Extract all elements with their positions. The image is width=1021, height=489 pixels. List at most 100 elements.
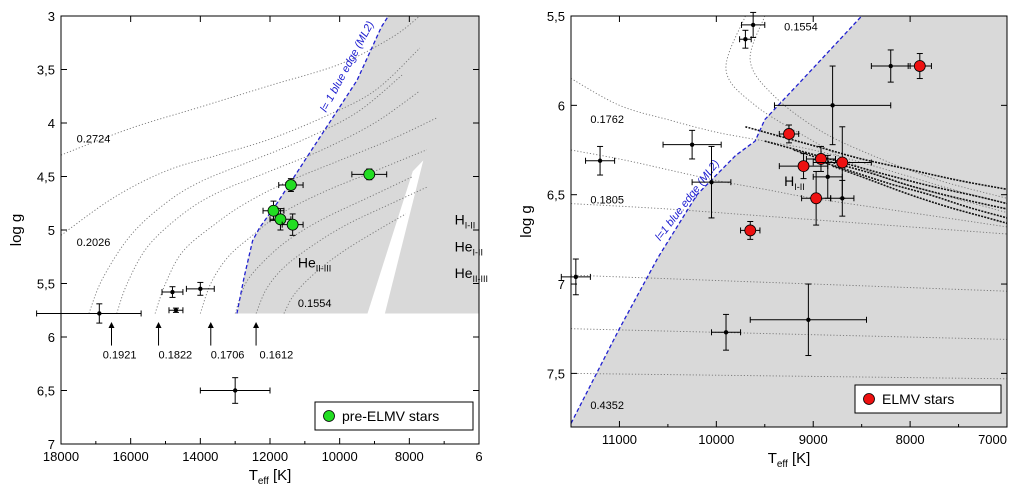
variable-star-point <box>797 160 810 173</box>
track-arrow-head <box>108 322 115 329</box>
x-axis-label: Teff [K] <box>249 467 292 487</box>
variable-star-point <box>267 204 280 217</box>
track-mass-label: 0.2724 <box>77 133 111 145</box>
region-label: HeI-II <box>455 238 483 257</box>
x-tick-label: 9000 <box>799 432 828 447</box>
evolutionary-track <box>725 16 1007 214</box>
star-point <box>723 330 729 335</box>
y-tick-label: 5 <box>48 223 55 238</box>
y-axis-label: log g <box>8 214 25 247</box>
plot-frame <box>570 15 1008 428</box>
evolutionary-track <box>199 149 427 314</box>
star-point <box>173 308 179 313</box>
evolutionary-track-bold <box>793 149 1007 210</box>
track-mass-label: 0.4352 <box>590 400 624 412</box>
blue-edge-line <box>571 16 863 424</box>
evolutionary-track <box>571 203 1007 235</box>
variable-star-point <box>810 192 823 205</box>
track-arrow-head <box>155 322 162 329</box>
legend-box <box>854 384 1002 414</box>
evolutionary-track <box>571 372 1007 380</box>
x-tick-label: 14000 <box>182 449 218 464</box>
evolutionary-track <box>571 78 1007 205</box>
star-point <box>232 388 238 393</box>
track-mass-label: 0.1805 <box>590 195 624 207</box>
y-axis-label: log g <box>518 205 535 238</box>
evolutionary-track <box>61 47 421 236</box>
track-mass-label: 0.1706 <box>211 349 245 361</box>
evolutionary-track <box>283 213 407 314</box>
shaded-instability-region <box>236 16 479 314</box>
evolutionary-track-bold <box>745 126 1007 191</box>
star-point <box>597 158 603 163</box>
legend-marker <box>863 393 875 405</box>
x-tick-label: 6 <box>475 449 482 464</box>
star-point <box>97 311 102 316</box>
x-tick-label: 8000 <box>896 432 925 447</box>
track-mass-label: 0.1554 <box>298 298 332 310</box>
star-point <box>709 179 714 185</box>
evolutionary-track <box>88 74 403 314</box>
track-mass-label: 0.2026 <box>77 237 111 249</box>
plot-area <box>61 16 479 314</box>
y-tick-label: 6 <box>48 330 55 345</box>
legend-label: ELMV stars <box>882 391 954 407</box>
variable-star-point <box>744 224 757 237</box>
track-arrow-head <box>253 322 260 329</box>
star-point <box>170 289 175 295</box>
variable-star-point <box>363 168 376 181</box>
star-point <box>743 37 748 42</box>
region-label: HeII-III <box>298 254 331 273</box>
evolutionary-track <box>154 117 438 314</box>
track-arrow-head <box>207 322 214 329</box>
y-tick-label: 7 <box>558 277 565 292</box>
track-mass-label: 0.1762 <box>590 114 624 126</box>
y-tick-label: 7,5 <box>547 366 565 381</box>
legend-marker <box>323 410 335 422</box>
x-tick-label: 10000 <box>322 449 358 464</box>
star-point <box>888 63 893 69</box>
star-point <box>198 286 203 292</box>
star-point <box>689 142 695 147</box>
variable-star-point <box>913 60 926 72</box>
evolutionary-track-bold <box>832 165 1007 225</box>
region-label: HI-II <box>784 173 805 192</box>
star-point <box>573 274 579 280</box>
x-tick-label: 10000 <box>698 432 734 447</box>
x-tick-label: 16000 <box>113 449 149 464</box>
y-tick-label: 3,5 <box>37 63 55 78</box>
y-tick-label: 6,5 <box>547 188 565 203</box>
track-mass-label: 0.1554 <box>784 21 818 33</box>
x-tick-label: 7000 <box>978 432 1007 447</box>
variable-star-point <box>815 153 827 165</box>
y-tick-label: 3 <box>48 9 55 24</box>
right-panel-elmv: 11000 10000 9000 8000 7000 5,5 6 6,5 7 7,5 Teff [K… <box>518 9 1008 470</box>
track-mass-label: 0.1822 <box>159 349 193 361</box>
x-tick-label: 11000 <box>602 432 637 447</box>
evolutionary-track <box>571 328 1007 340</box>
y-tick-label: 6 <box>558 98 565 113</box>
legend-label: pre-ELMV stars <box>342 408 439 424</box>
shaded-instability-region <box>571 16 1007 427</box>
y-tick-label: 4 <box>48 116 55 131</box>
evolutionary-track <box>61 16 421 156</box>
star-point <box>806 317 811 322</box>
variable-star-point <box>783 128 795 140</box>
y-tick-label: 7 <box>48 437 55 452</box>
left-panel-pre-elmv: 18000 16000 14000 12000 10000 8000 6 3 3,5 4 4,5 5 5… <box>8 9 488 487</box>
variable-star-point <box>286 218 299 231</box>
track-mass-label: 0.1612 <box>260 349 294 361</box>
evolutionary-track-bold <box>812 158 1007 219</box>
plot-area <box>571 16 1007 427</box>
y-tick-label: 4,5 <box>37 170 55 185</box>
x-tick-label: 18000 <box>43 449 79 464</box>
x-tick-label: 8000 <box>395 449 424 464</box>
y-tick-label: 5,5 <box>37 277 55 292</box>
variable-star-point <box>284 179 297 191</box>
y-tick-label: 5,5 <box>547 9 565 24</box>
x-axis-label: Teff [K] <box>768 450 811 470</box>
evolutionary-track <box>234 176 413 314</box>
star-point <box>750 22 756 28</box>
evolutionary-track-bold <box>764 140 1007 205</box>
